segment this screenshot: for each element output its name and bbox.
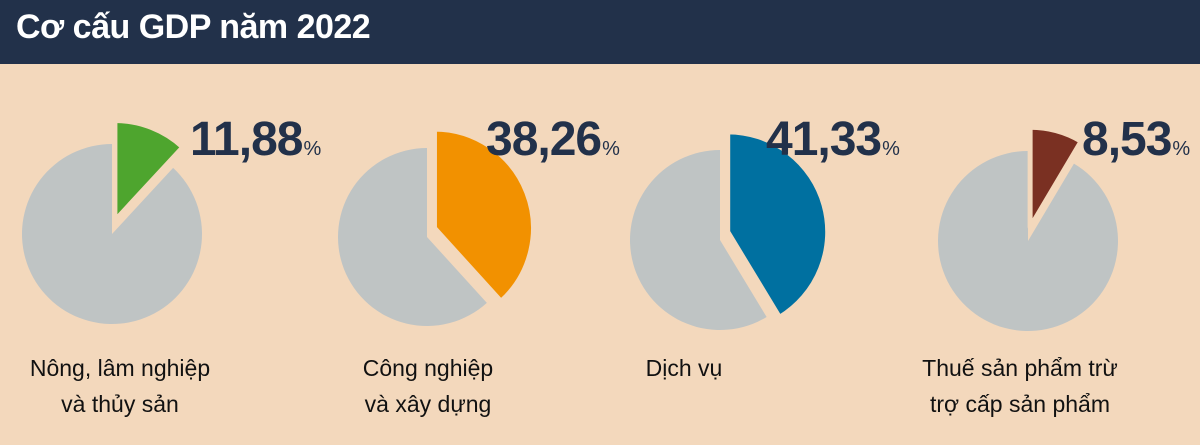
category-label-line-2: trợ cấp sản phẩm [929,391,1110,417]
pie-panel-agriculture: 11,88% Nông, lâm nghiệp và thủy sản [0,64,321,445]
pie-chart-agriculture [21,118,202,324]
pie-slice-value [431,126,536,304]
value-label: 38,26% [486,112,620,167]
category-label-line-1: Công nghiệp [362,355,494,381]
pie-slice-value [725,129,831,320]
pie-slice-rest [21,144,202,324]
page-header: Cơ cấu GDP năm 2022 [0,0,1200,64]
value-number: 11,88 [190,113,303,166]
category-label: Công nghiệp và xây dựng [308,350,548,422]
category-label-line-2: và xây dựng [364,391,492,417]
category-label: Nông, lâm nghiệp và thủy sản [0,350,240,422]
value-number: 38,26 [486,113,602,166]
pie-chart-industry [337,126,536,326]
value-label: 41,33% [766,112,900,167]
value-number: 41,33 [766,113,882,166]
category-label: Dịch vụ [564,350,804,386]
pie-panel-industry: 38,26% Công nghiệp và xây dựng [308,64,620,445]
pie-slice-rest [937,151,1118,331]
pie-panel-services: 41,33% Dịch vụ [604,64,904,445]
pie-chart-services [629,129,831,330]
pie-slice-rest [337,147,487,326]
category-label-line-1: Nông, lâm nghiệp [29,355,211,381]
value-number: 8,53 [1082,113,1172,166]
category-label: Thuế sản phẩm trừ trợ cấp sản phẩm [900,350,1140,422]
value-unit: % [882,138,900,160]
category-label-line-2: và thủy sản [61,391,179,417]
pie-chart-taxes [937,124,1118,331]
value-label: 11,88% [190,112,321,167]
pie-slice-rest [629,150,767,330]
pie-panel-taxes: 8,53% Thuế sản phẩm trừ trợ cấp sản phẩm [910,64,1200,445]
value-unit: % [602,138,620,160]
pie-slice-value [1027,124,1084,230]
category-label-line-1: Dịch vụ [645,355,723,381]
value-label: 8,53% [1082,112,1190,167]
pie-slice-value [112,118,186,224]
value-unit: % [1172,138,1191,160]
page-title: Cơ cấu GDP năm 2022 [16,8,371,46]
category-label-line-1: Thuế sản phẩm trừ [922,355,1118,381]
value-unit: % [303,138,322,160]
